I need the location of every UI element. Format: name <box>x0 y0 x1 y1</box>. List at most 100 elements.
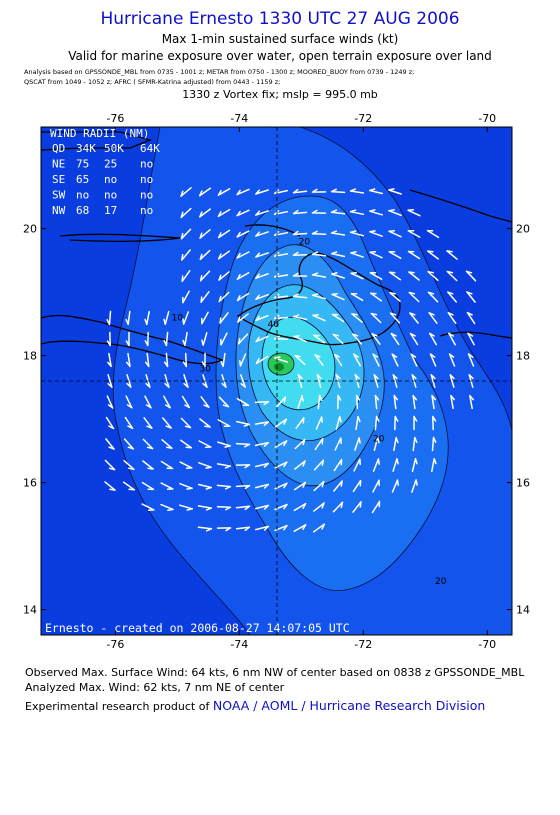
wind-vector-255 <box>141 503 155 511</box>
wind-vector-231 <box>313 459 325 471</box>
wind-radii-cell-sw-2: no <box>104 189 117 202</box>
wind-vector-51 <box>407 250 421 260</box>
wind-vector-214 <box>334 437 342 451</box>
wind-vector-73 <box>236 292 250 302</box>
wind-vector-70 <box>182 290 190 304</box>
coastline-hispaniola <box>236 252 401 346</box>
wind-vector-193 <box>274 418 288 428</box>
wind-vector-254 <box>411 479 418 493</box>
wind-vector-209 <box>235 442 251 448</box>
wind-vector-169 <box>200 396 210 408</box>
wind-vector-267 <box>371 500 381 514</box>
wind-vector-112 <box>220 332 228 346</box>
wind-vector-4 <box>255 189 269 195</box>
wind-vector-68 <box>446 270 458 282</box>
wind-vector-49 <box>369 251 383 259</box>
wind-vector-48 <box>350 251 364 258</box>
lat-label-left-0: 14 <box>23 604 37 617</box>
wind-vector-274 <box>312 523 326 533</box>
wind-radii-cell-ne-3: no <box>140 158 153 171</box>
wind-vector-46 <box>311 251 327 257</box>
wind-vector-107 <box>125 331 130 347</box>
coastline-north-islands <box>409 189 512 223</box>
wind-vector-132 <box>220 352 226 368</box>
wind-vector-10 <box>368 188 384 195</box>
wind-vector-175 <box>317 394 323 410</box>
wind-vector-243 <box>197 483 213 490</box>
wind-vector-39 <box>181 249 191 261</box>
wind-analysis-map: 10 20 20 20 30 40 -76 -76 -74 -74 -72 -72 -70 -70 14 1… <box>23 112 530 651</box>
wind-vector-131 <box>201 352 206 368</box>
wind-vector-106 <box>106 331 111 347</box>
wind-vector-52 <box>427 250 439 260</box>
lon-label-bottom-1: -74 <box>230 638 248 651</box>
wind-vector-273 <box>293 524 307 532</box>
wind-vector-143 <box>429 353 437 367</box>
wind-vector-28 <box>236 230 250 238</box>
wind-vector-238 <box>104 481 116 491</box>
wind-vector-217 <box>393 436 399 452</box>
wind-vector-196 <box>335 415 342 431</box>
wind-vector-264 <box>313 502 325 512</box>
lat-label-left-2: 18 <box>23 350 37 363</box>
wind-vector-34 <box>349 230 365 237</box>
wind-vector-187 <box>162 417 172 429</box>
wind-vector-164 <box>106 395 114 409</box>
wind-field: 10 20 20 20 30 40 <box>41 127 512 635</box>
wind-vector-67 <box>427 270 439 282</box>
wind-vector-62 <box>331 272 345 279</box>
wind-vector-257 <box>178 504 194 511</box>
wind-vector-15 <box>236 209 250 217</box>
wind-vector-168 <box>181 395 191 409</box>
wind-vector-0 <box>180 187 192 197</box>
contour-label-1: 20 <box>299 237 311 247</box>
wind-vector-173 <box>275 396 287 408</box>
wind-vector-223 <box>160 460 174 470</box>
wind-vector-110 <box>182 331 188 347</box>
wind-vector-111 <box>201 332 208 346</box>
wind-vector-119 <box>351 333 363 345</box>
wind-vector-207 <box>198 440 212 448</box>
wind-vector-239 <box>122 481 136 491</box>
wind-vector-178 <box>374 394 380 410</box>
wind-vector-11 <box>388 188 402 195</box>
lon-label-bottom-2: -72 <box>354 638 372 651</box>
lat-label-right-3: 20 <box>516 223 530 236</box>
wind-vector-181 <box>431 394 437 410</box>
wind-vector-253 <box>391 479 399 493</box>
wind-vector-57 <box>236 272 250 280</box>
subtitle-exposure: Valid for marine exposure over water, op… <box>68 49 492 63</box>
wind-vector-242 <box>179 482 193 490</box>
wind-vector-251 <box>352 479 362 493</box>
wind-vector-7 <box>311 188 327 193</box>
wind-vector-235 <box>392 458 399 472</box>
wind-vector-211 <box>274 440 288 448</box>
wind-vector-203 <box>123 438 135 450</box>
wind-vector-150 <box>183 374 189 388</box>
wind-vector-269 <box>216 527 232 532</box>
wind-vectors <box>104 187 477 533</box>
wind-vector-191 <box>235 420 251 427</box>
wind-vector-170 <box>218 396 230 408</box>
wind-vector-192 <box>254 421 270 426</box>
wind-vector-93 <box>237 313 249 323</box>
wind-vector-61 <box>311 272 327 278</box>
lat-label-left-3: 20 <box>23 223 37 236</box>
wind-vector-188 <box>180 417 192 429</box>
wind-vector-105 <box>466 311 476 325</box>
wind-vector-134 <box>255 355 269 365</box>
wind-radii-header-0: QD <box>52 142 65 155</box>
wind-vector-41 <box>217 250 231 260</box>
observed-max-wind: Observed Max. Surface Wind: 64 kts, 6 nm… <box>25 666 525 679</box>
noaa-aoml-hrd-link[interactable]: NOAA / AOML / Hurricane Research Divisio… <box>212 698 486 713</box>
wind-vector-94 <box>255 314 269 322</box>
wind-vector-240 <box>141 481 155 491</box>
wind-vector-259 <box>216 506 232 511</box>
wind-vector-133 <box>239 353 247 367</box>
wind-vector-99 <box>351 313 363 323</box>
wind-vector-80 <box>369 292 383 302</box>
wind-vector-180 <box>412 394 418 410</box>
wind-radii-cell-nw-1: 68 <box>76 204 89 217</box>
wind-vector-232 <box>333 458 343 472</box>
wind-vector-123 <box>428 332 438 346</box>
